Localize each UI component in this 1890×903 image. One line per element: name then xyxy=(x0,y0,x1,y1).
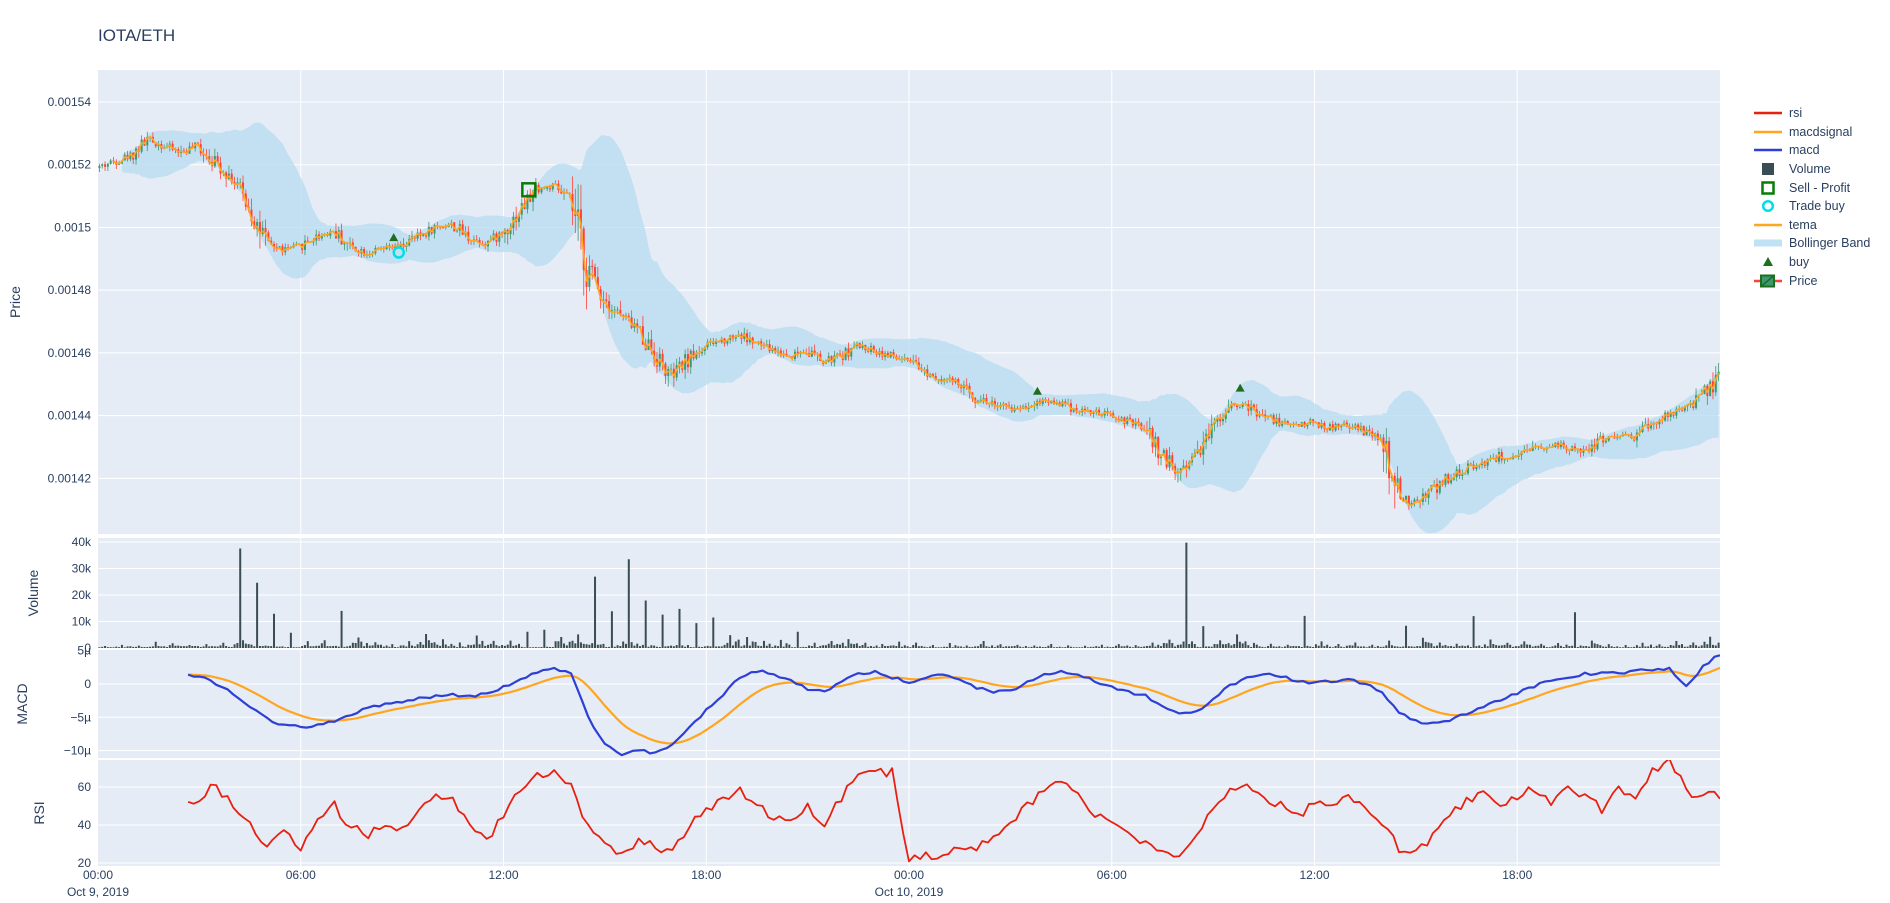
x-tick-label: 06:00 xyxy=(1097,868,1127,882)
legend-label: macdsignal xyxy=(1789,124,1853,139)
price-tick-label: 0.00144 xyxy=(48,409,92,423)
rsi-line xyxy=(187,760,1720,863)
price-panel-series xyxy=(98,122,1720,534)
legend-item-tema[interactable]: tema xyxy=(1752,216,1870,235)
volume-axis-title: Volume xyxy=(25,569,41,616)
volume-tick-label: 0 xyxy=(84,641,91,655)
tema-line xyxy=(113,135,1720,507)
buy-marker[interactable] xyxy=(389,233,399,242)
macd-tick-label: 0 xyxy=(84,677,91,691)
legend-label: Sell - Profit xyxy=(1789,180,1851,195)
rsi-panel-series xyxy=(187,760,1720,863)
trade-buy-marker[interactable] xyxy=(392,246,405,259)
legend-label: Trade buy xyxy=(1789,199,1845,214)
legend-item-macdsignal[interactable]: macdsignal xyxy=(1752,123,1870,142)
x-tick-label: 06:00 xyxy=(286,868,316,882)
candle-icon xyxy=(1754,274,1782,288)
line-icon xyxy=(1754,149,1782,152)
legend-label: rsi xyxy=(1789,106,1803,121)
sell-profit-marker[interactable] xyxy=(521,182,537,198)
line-icon xyxy=(1754,223,1782,227)
legend-label: macd xyxy=(1789,143,1820,158)
x-tick-label: 18:00 xyxy=(1502,868,1532,882)
legend-label: Price xyxy=(1789,273,1818,288)
macd-tick-label: 5µ xyxy=(77,644,91,658)
rsi-axis-title: RSI xyxy=(31,801,47,824)
legend-item-trade-buy[interactable]: Trade buy xyxy=(1752,197,1870,216)
rsi-tick-label: 20 xyxy=(78,856,92,870)
line-icon xyxy=(1754,130,1782,134)
price-axis-title: Price xyxy=(7,286,23,318)
gridlines-rsi xyxy=(98,760,1720,866)
buy-marker[interactable] xyxy=(1032,386,1042,395)
open-circle-icon xyxy=(1761,200,1775,213)
legend-item-volume[interactable]: Volume xyxy=(1752,160,1870,179)
x-tick-label: 00:00 xyxy=(894,868,924,882)
open-square-icon xyxy=(1761,180,1775,195)
x-date-label: Oct 9, 2019 xyxy=(67,885,129,899)
volume-tick-label: 30k xyxy=(72,562,92,576)
macd-panel-series xyxy=(187,654,1720,757)
price-tick-label: 0.00152 xyxy=(48,158,92,172)
x-tick-label: 18:00 xyxy=(691,868,721,882)
price-tick-label: 0.0015 xyxy=(54,220,91,234)
bollinger-band xyxy=(121,122,1719,534)
x-tick-label: 12:00 xyxy=(1299,868,1329,882)
x-date-label: Oct 10, 2019 xyxy=(875,885,944,899)
macd-tick-label: −10µ xyxy=(64,744,91,758)
macd-axis-title: MACD xyxy=(14,683,30,724)
square-icon xyxy=(1762,163,1774,176)
legend-label: Bollinger Band xyxy=(1789,236,1871,251)
legend-item-buy[interactable]: buy xyxy=(1752,253,1870,272)
volume-tick-label: 20k xyxy=(72,588,92,602)
price-tick-label: 0.00154 xyxy=(48,95,92,109)
volume-tick-label: 10k xyxy=(72,615,92,629)
legend-label: buy xyxy=(1789,255,1810,270)
gridlines-vol xyxy=(98,538,1720,648)
thick-line-icon xyxy=(1754,239,1782,247)
volume-tick-label: 40k xyxy=(72,535,92,549)
legend-item-price[interactable]: Price xyxy=(1752,271,1870,290)
line-icon xyxy=(1754,112,1782,115)
legend: rsi macdsignal macd Volume Sell - Profit Trad… xyxy=(1752,104,1870,290)
rsi-tick-label: 60 xyxy=(78,780,92,794)
macd-line xyxy=(187,654,1720,757)
x-tick-label: 00:00 xyxy=(83,868,113,882)
legend-item-bollinger-band[interactable]: Bollinger Band xyxy=(1752,234,1870,253)
macd-tick-label: −5µ xyxy=(70,710,91,724)
gridlines-price xyxy=(98,70,1720,534)
price-tick-label: 0.00148 xyxy=(48,283,92,297)
page-title: IOTA/ETH xyxy=(98,26,176,45)
x-tick-label: 12:00 xyxy=(488,868,518,882)
price-tick-label: 0.00146 xyxy=(48,346,92,360)
legend-label: tema xyxy=(1789,217,1817,232)
triangle-icon xyxy=(1763,257,1773,267)
legend-item-macd[interactable]: macd xyxy=(1752,141,1870,160)
legend-item-rsi[interactable]: rsi xyxy=(1752,104,1870,123)
legend-label: Volume xyxy=(1789,162,1831,177)
legend-item-sell-profit[interactable]: Sell - Profit xyxy=(1752,178,1870,197)
buy-marker[interactable] xyxy=(1235,383,1245,392)
price-tick-label: 0.00142 xyxy=(48,471,92,485)
rsi-tick-label: 40 xyxy=(78,818,92,832)
